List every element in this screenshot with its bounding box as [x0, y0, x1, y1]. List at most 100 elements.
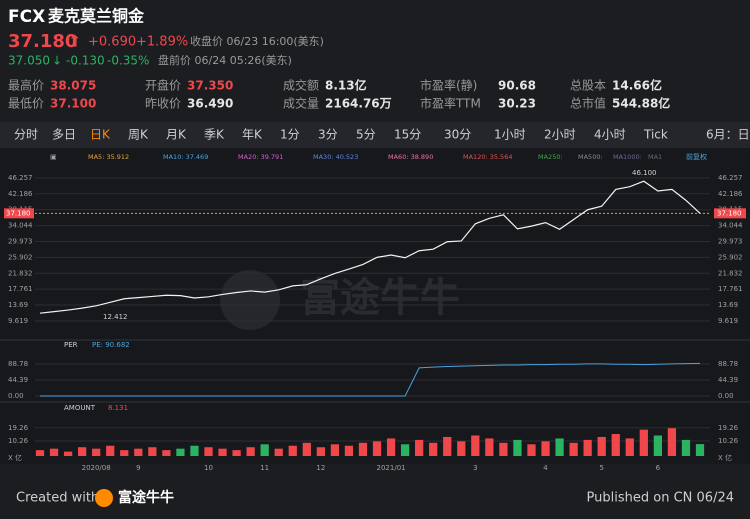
stock-name: 麦克莫兰铜金	[48, 7, 145, 26]
y-tick-label: 9.619	[8, 317, 28, 325]
amount-bar	[190, 445, 199, 456]
stat-value: 90.68	[498, 79, 536, 93]
ma-legend: MA500:	[578, 153, 603, 161]
amount-bar	[49, 448, 59, 456]
x-tick-label: 3	[473, 464, 477, 472]
per-line	[40, 362, 701, 397]
stat-value: 38.075	[50, 79, 96, 93]
tab[interactable]: 6月：日K	[706, 128, 750, 142]
amount-bar	[653, 435, 662, 456]
tab[interactable]: 2小时	[544, 128, 576, 142]
ma-legend: MA30: 40.523	[313, 153, 358, 161]
price-line	[39, 180, 701, 314]
y-tick-label: 46.257	[8, 174, 33, 182]
tab[interactable]: 年K	[242, 128, 263, 142]
panel-title: AMOUNT	[64, 404, 96, 412]
pre-change: -0.130	[66, 54, 105, 68]
amount-bar	[569, 442, 578, 456]
x-tick-label: 9	[136, 464, 140, 472]
pre-time: 盘前价 06/24 05:26(美东)	[158, 53, 292, 67]
adjust-label[interactable]: 前复权	[686, 152, 707, 161]
y-tick-label-right: 29.973	[718, 237, 743, 245]
tab[interactable]: 日K	[90, 128, 111, 142]
x-tick-label: 4	[543, 464, 548, 472]
amount-bar	[695, 444, 705, 456]
current-price-tag-right	[714, 208, 746, 219]
tab[interactable]: 周K	[128, 128, 149, 142]
stat-label: 成交额	[283, 78, 319, 93]
ma-legend: MA60: 38.890	[388, 153, 433, 161]
amount-bar	[471, 435, 480, 456]
stat-label: 市盈率(静)	[420, 78, 477, 93]
stat-value: 14.66亿	[612, 78, 662, 93]
y-tick-label-right: 44.39	[718, 376, 738, 384]
amount-bar	[176, 448, 185, 456]
change-pct: +1.89%	[136, 35, 188, 50]
amount-bar	[555, 438, 564, 456]
stat-label: 开盘价	[145, 78, 181, 93]
stat-label: 成交量	[283, 96, 319, 111]
tab[interactable]: 1小时	[494, 128, 526, 142]
y-tick-label: 88.78	[8, 360, 28, 368]
amount-bar	[260, 444, 269, 456]
stat-value: 544.88亿	[612, 96, 670, 111]
watermark-logo	[220, 270, 280, 330]
current-price-label: 37.180	[6, 209, 31, 217]
stat-label: 最高价	[8, 78, 44, 93]
ma-legend: MA5: 35.912	[88, 153, 129, 161]
unit-label-right: X 亿	[718, 453, 732, 462]
y-tick-label-right: 21.832	[718, 269, 743, 277]
amount-bar	[330, 444, 340, 456]
tab[interactable]: 4小时	[594, 128, 626, 142]
stat-label: 总股本	[570, 79, 606, 93]
tab[interactable]: Tick	[643, 128, 668, 142]
x-tick-label: 12	[316, 464, 325, 472]
tab[interactable]: 15分	[394, 128, 421, 142]
amount-bar	[35, 450, 45, 456]
amount-bar	[232, 450, 241, 456]
tab[interactable]: 30分	[444, 128, 471, 142]
amount-bar	[162, 450, 171, 456]
amount-bar	[204, 447, 213, 456]
amount-bar	[246, 447, 255, 456]
amount-bar	[288, 445, 297, 456]
amount-bar	[358, 442, 368, 456]
amount-bar	[527, 444, 536, 456]
tab[interactable]: 月K	[166, 128, 187, 142]
y-tick-label: 21.832	[8, 269, 33, 277]
tab[interactable]: 5分	[356, 128, 376, 142]
stat-label: 昨收价	[145, 97, 181, 111]
stat-value: 37.350	[187, 79, 233, 93]
tab[interactable]: 多日	[52, 128, 76, 142]
amount-bar	[457, 441, 466, 456]
amount-bar	[667, 428, 677, 456]
pre-price: 37.050	[8, 54, 50, 68]
tab[interactable]: 3分	[318, 128, 338, 142]
stat-value: 36.490	[187, 97, 233, 111]
amount-bar	[415, 439, 424, 456]
tab[interactable]: 1分	[280, 128, 300, 142]
stat-value: 2164.76万	[325, 97, 392, 111]
y-tick-label: 25.902	[8, 253, 33, 261]
brand: 富途牛牛	[118, 489, 174, 506]
y-tick-label: 0.00	[8, 392, 24, 400]
y-tick-label-right: 9.619	[718, 317, 738, 325]
amount-bar	[78, 447, 87, 456]
chart-area	[0, 148, 750, 464]
pre-change-pct: -0.35%	[107, 54, 149, 68]
amount-bar	[92, 448, 101, 456]
y-tick-label-right: 88.78	[718, 360, 738, 368]
down-arrow: ↓	[52, 54, 62, 68]
brand-logo	[95, 489, 113, 507]
tab[interactable]: 分时	[14, 128, 38, 142]
amount-bar	[485, 438, 494, 456]
amount-bar	[513, 439, 522, 456]
annotation: 12.412	[103, 313, 128, 321]
tab[interactable]: 季K	[204, 128, 225, 142]
stat-label: 总市值	[570, 96, 606, 111]
y-tick-label: 44.39	[8, 376, 28, 384]
amount-bar	[625, 438, 634, 456]
change: +0.690	[88, 35, 136, 50]
